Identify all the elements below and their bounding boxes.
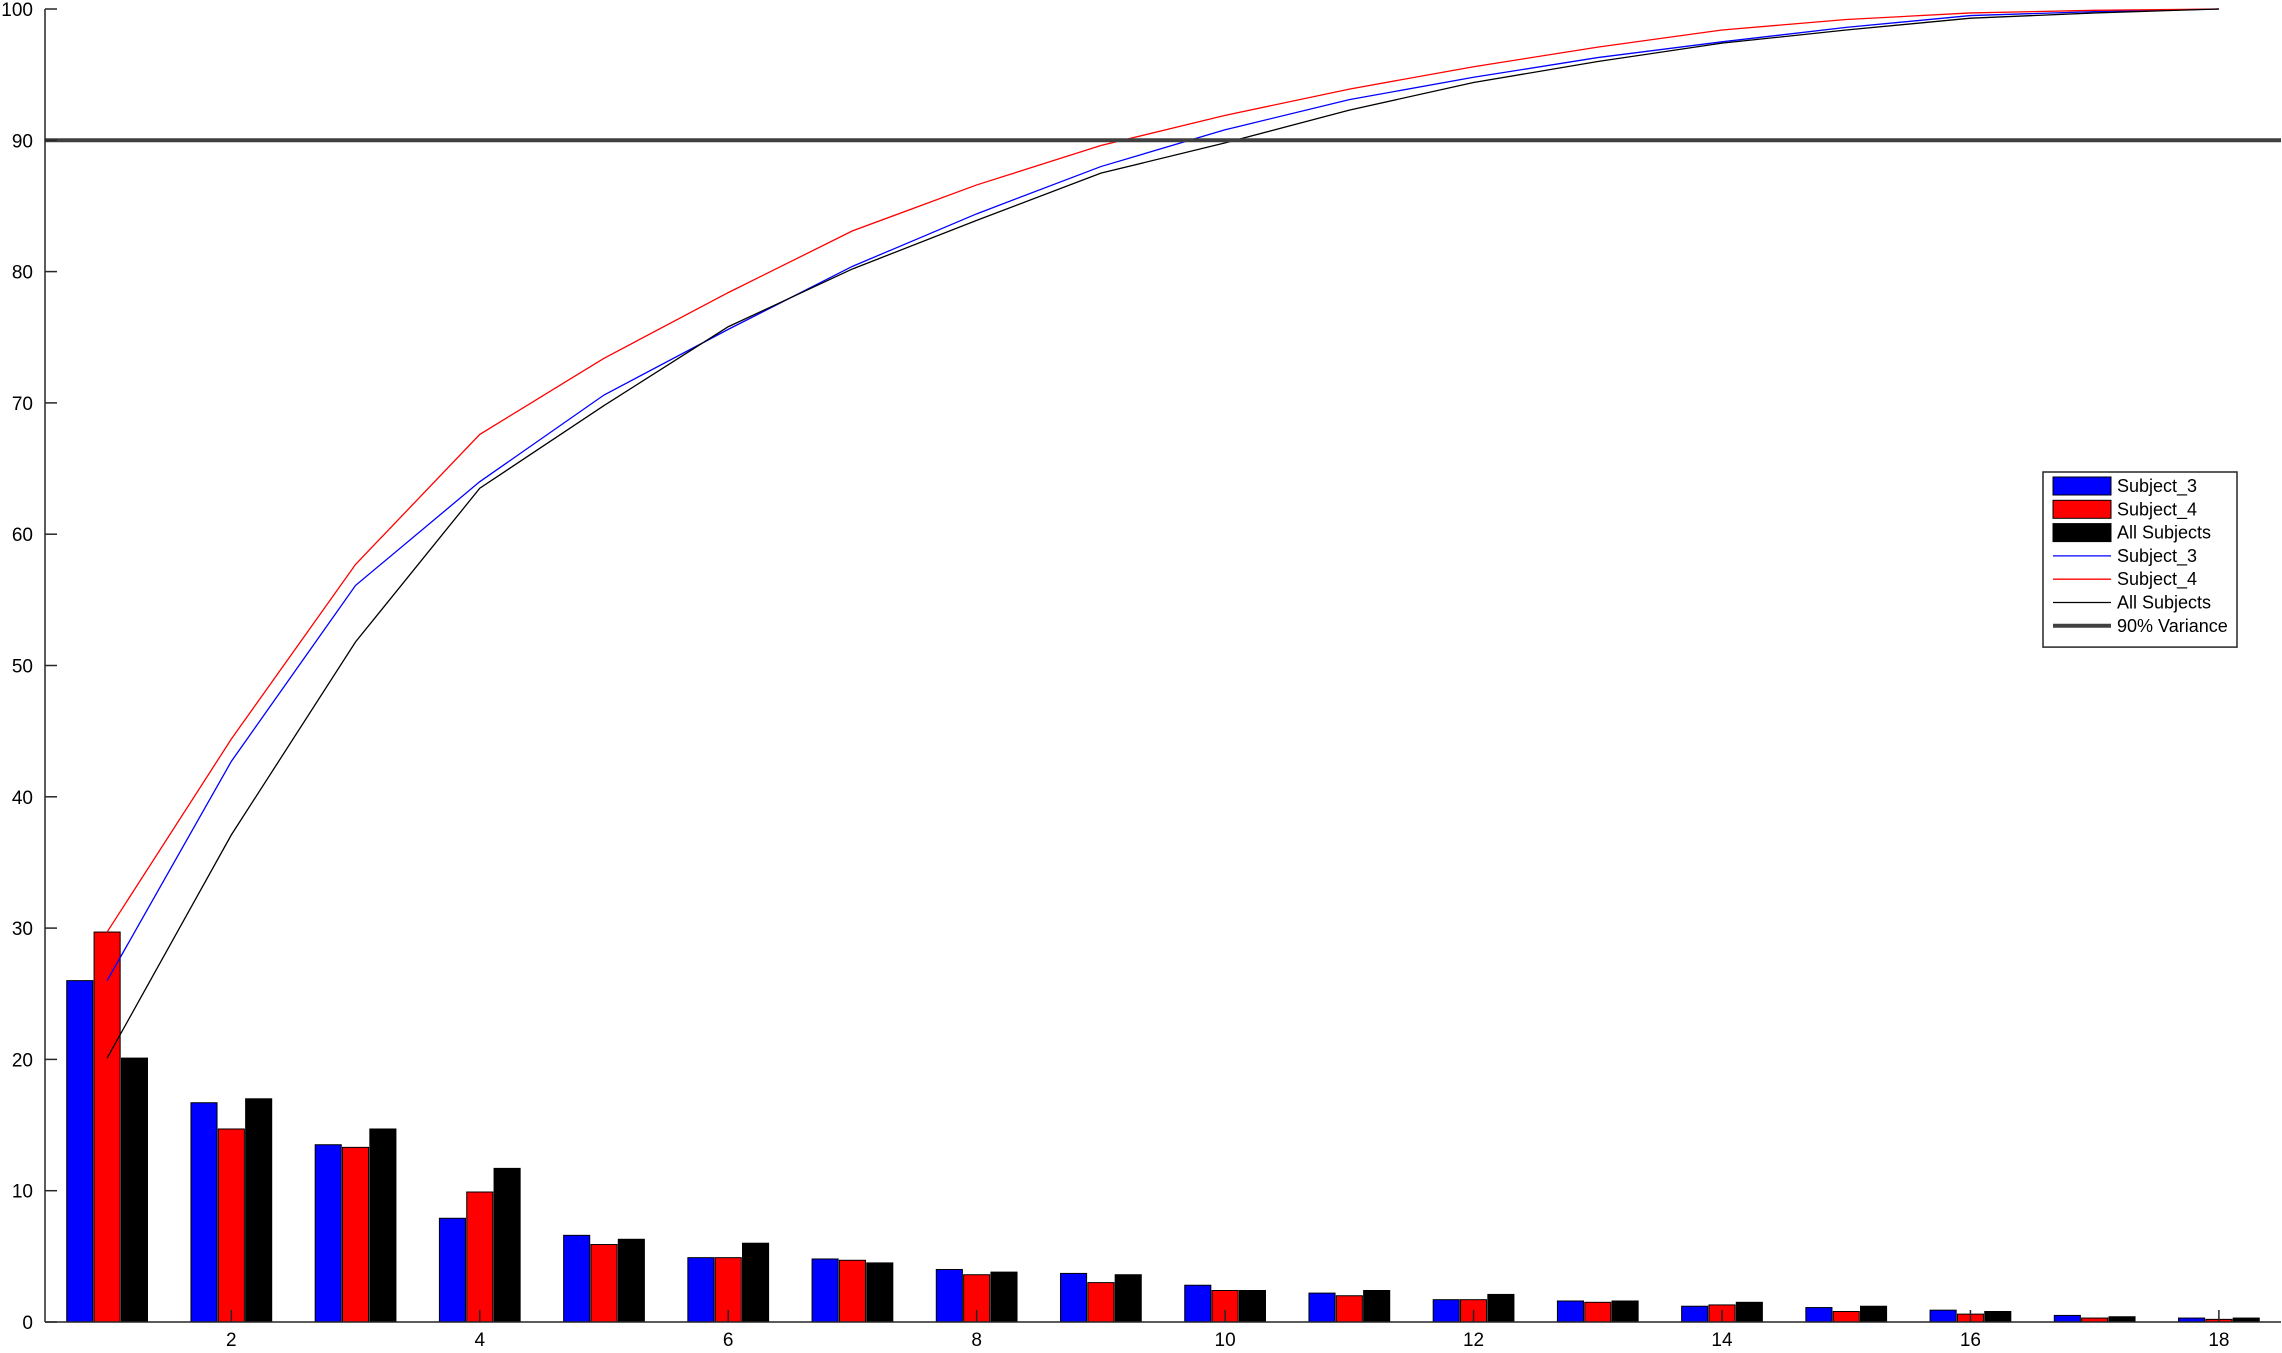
x-tick-label-16: 16	[1960, 1330, 1981, 1348]
bar-subject-3-15	[1805, 1307, 1833, 1323]
bar-all-subjects-9	[1114, 1274, 1142, 1323]
bar-subject-3-13	[1556, 1300, 1585, 1323]
bar-all-subjects-3	[369, 1128, 397, 1323]
legend-label-line-all-subjects: All Subjects	[2117, 593, 2211, 613]
bar-subject-3-10	[1184, 1284, 1212, 1323]
bar-subject-4-7	[838, 1259, 866, 1323]
bar-all-subjects-17	[2108, 1316, 2136, 1323]
bar-subject-3-9	[1060, 1272, 1088, 1323]
y-tick-label-90: 90	[12, 131, 33, 152]
bar-subject-3-7	[811, 1258, 839, 1323]
bar-all-subjects-14	[1735, 1301, 1763, 1323]
legend-label-line-subject-3: Subject_3	[2117, 546, 2197, 567]
bar-subject-3-5	[563, 1234, 591, 1323]
bar-subject-4-6	[714, 1257, 742, 1323]
bar-subject-3-3	[314, 1144, 342, 1323]
bar-all-subjects-16	[1984, 1311, 2012, 1323]
bar-all-subjects-10	[1238, 1289, 1266, 1323]
bar-subject-3-11	[1308, 1292, 1336, 1323]
bar-subject-4-13	[1584, 1301, 1612, 1323]
legend-label-refline-90pct-variance: 90% Variance	[2117, 616, 2228, 636]
legend-swatch-bar-subject-4	[2052, 499, 2112, 519]
lines-layer	[106, 8, 2219, 1059]
cumulative-line-subject-4	[106, 8, 2219, 933]
bar-all-subjects-12	[1487, 1293, 1515, 1323]
bar-all-subjects-4	[493, 1167, 521, 1323]
legend-label-bar-all-subjects: All Subjects	[2117, 523, 2211, 543]
bar-subject-3-14	[1681, 1305, 1709, 1323]
x-tick-label-8: 8	[971, 1330, 982, 1348]
bar-all-subjects-5	[617, 1238, 645, 1323]
bar-all-subjects-15	[1860, 1305, 1888, 1323]
bar-all-subjects-7	[866, 1262, 894, 1323]
bar-all-subjects-13	[1611, 1300, 1639, 1323]
bars-layer	[66, 931, 2260, 1323]
bar-subject-4-4	[466, 1191, 494, 1323]
x-tick-label-18: 18	[2208, 1330, 2229, 1348]
bar-subject-4-11	[1335, 1295, 1363, 1323]
bar-all-subjects-1	[120, 1057, 148, 1323]
bar-all-subjects-2	[245, 1098, 273, 1323]
y-tick-label-20: 20	[12, 1050, 33, 1071]
bar-subject-3-1	[66, 980, 94, 1323]
bar-subject-3-8	[935, 1268, 963, 1323]
y-tick-label-70: 70	[12, 394, 33, 415]
y-tick-label-40: 40	[12, 788, 33, 809]
legend-label-line-subject-4: Subject_4	[2117, 569, 2197, 590]
bar-all-subjects-11	[1363, 1289, 1391, 1323]
y-tick-label-80: 80	[12, 263, 33, 284]
x-tick-label-2: 2	[226, 1330, 237, 1348]
legend-label-bar-subject-4: Subject_4	[2117, 499, 2197, 520]
bar-all-subjects-8	[990, 1271, 1018, 1323]
cumulative-line-subject-3	[106, 8, 2219, 981]
bar-subject-3-12	[1432, 1299, 1460, 1323]
cumulative-line-all-subjects	[106, 8, 2219, 1059]
y-tick-label-60: 60	[12, 525, 33, 546]
x-tick-label-4: 4	[474, 1330, 485, 1348]
legend-swatch-bar-subject-3	[2052, 476, 2112, 496]
bar-subject-3-17	[2053, 1314, 2081, 1323]
legend-label-bar-subject-3: Subject_3	[2117, 476, 2197, 497]
x-tick-label-6: 6	[723, 1330, 734, 1348]
bar-subject-4-3	[342, 1146, 370, 1323]
bar-subject-4-5	[590, 1244, 618, 1323]
bar-subject-3-6	[687, 1257, 715, 1323]
y-tick-label-100: 100	[1, 0, 33, 21]
y-tick-label-50: 50	[12, 657, 33, 678]
bar-subject-4-15	[1832, 1311, 1860, 1323]
y-tick-label-30: 30	[12, 919, 33, 940]
bar-subject-3-2	[190, 1102, 218, 1323]
x-tick-label-12: 12	[1463, 1330, 1484, 1348]
bar-all-subjects-6	[742, 1242, 770, 1323]
legend-swatch-bar-all-subjects	[2052, 523, 2112, 543]
bar-subject-3-16	[1929, 1309, 1957, 1323]
x-tick-label-10: 10	[1215, 1330, 1236, 1348]
y-tick-label-10: 10	[12, 1182, 33, 1203]
bar-subject-4-1	[93, 931, 121, 1323]
bar-subject-4-9	[1087, 1282, 1115, 1323]
x-tick-label-14: 14	[1711, 1330, 1733, 1348]
bar-subject-4-2	[217, 1128, 245, 1323]
bar-subject-3-4	[438, 1217, 467, 1323]
y-tick-label-0: 0	[22, 1313, 33, 1334]
